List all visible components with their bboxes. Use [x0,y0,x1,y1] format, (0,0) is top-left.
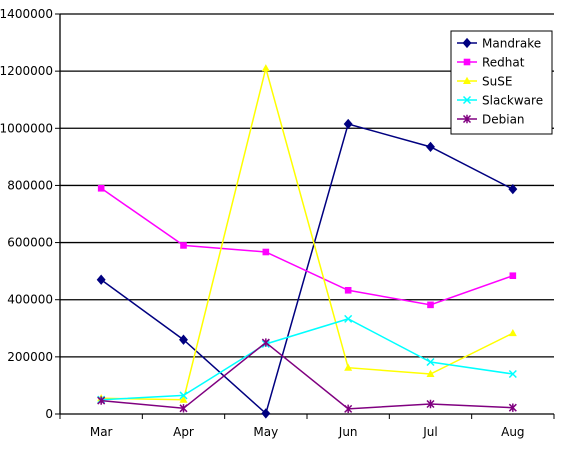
x-tick-labels: Mar Apr May Jun Jul Aug [90,425,525,439]
data-point [463,76,471,84]
legend-label: Mandrake [482,37,541,51]
x-tick-label: Jul [422,425,437,439]
y-tick-label: 0 [45,407,53,421]
legend-item: Slackware [457,94,543,108]
legend-item: Debian [457,113,525,127]
legend-item: Redhat [457,56,525,70]
x-tick-label: May [253,425,278,439]
data-point [426,399,435,409]
data-point [261,64,270,72]
data-point [179,334,188,345]
data-point [179,404,188,413]
series-lines [96,64,518,419]
x-tick-label: Jun [338,425,358,439]
data-point [96,274,106,285]
data-point [261,338,270,347]
x-tick-label: Aug [501,425,524,439]
data-point [344,314,353,323]
y-tick-label: 1000000 [0,121,53,135]
series-line [101,65,514,401]
x-tick-label: Apr [173,425,194,439]
legend-item: SuSE [457,75,512,89]
legend-label: Redhat [482,56,525,70]
y-tick-label: 200000 [7,350,53,364]
gridlines [60,13,554,358]
axes [55,13,555,419]
data-point [179,391,188,400]
data-point [508,369,517,379]
data-point [343,118,353,130]
series-redhat [97,184,517,309]
data-point [426,357,435,367]
data-point [261,408,271,419]
y-tick-labels: 0 200000 400000 600000 800000 1000000 1200000 1… [0,7,53,421]
data-point [262,248,270,256]
data-point [509,272,517,280]
data-point [463,58,471,66]
y-tick-label: 1400000 [0,7,53,21]
data-point [426,369,435,377]
data-point [508,183,518,195]
data-point [97,396,106,405]
data-point [508,328,517,337]
series-line [101,341,513,410]
data-point [426,141,435,153]
series-debian [97,338,517,414]
data-point [179,395,188,403]
data-point [344,404,353,414]
data-point [462,114,472,124]
series-line [100,187,514,306]
y-tick-label: 400000 [7,293,53,307]
data-point [344,286,352,294]
data-point [97,184,105,192]
x-tick-label: Mar [90,425,113,439]
series-line [100,123,514,415]
series-slackware [97,314,517,404]
data-point [462,95,472,105]
data-point [462,37,472,49]
legend-item: Mandrake [457,37,541,51]
data-point [180,242,187,249]
legend-label: Debian [482,113,525,127]
y-tick-label: 600000 [7,236,53,250]
y-tick-label: 1200000 [0,64,53,78]
legend-label: SuSE [482,75,512,89]
legend: Mandrake Redhat SuSE Slackware Debian [450,30,553,135]
data-point [427,301,434,309]
y-tick-label: 800000 [7,178,53,192]
legend-label: Slackware [482,94,543,108]
series-line [101,318,513,401]
data-point [508,403,517,412]
data-point [344,363,353,371]
series-mandrake [96,118,518,419]
